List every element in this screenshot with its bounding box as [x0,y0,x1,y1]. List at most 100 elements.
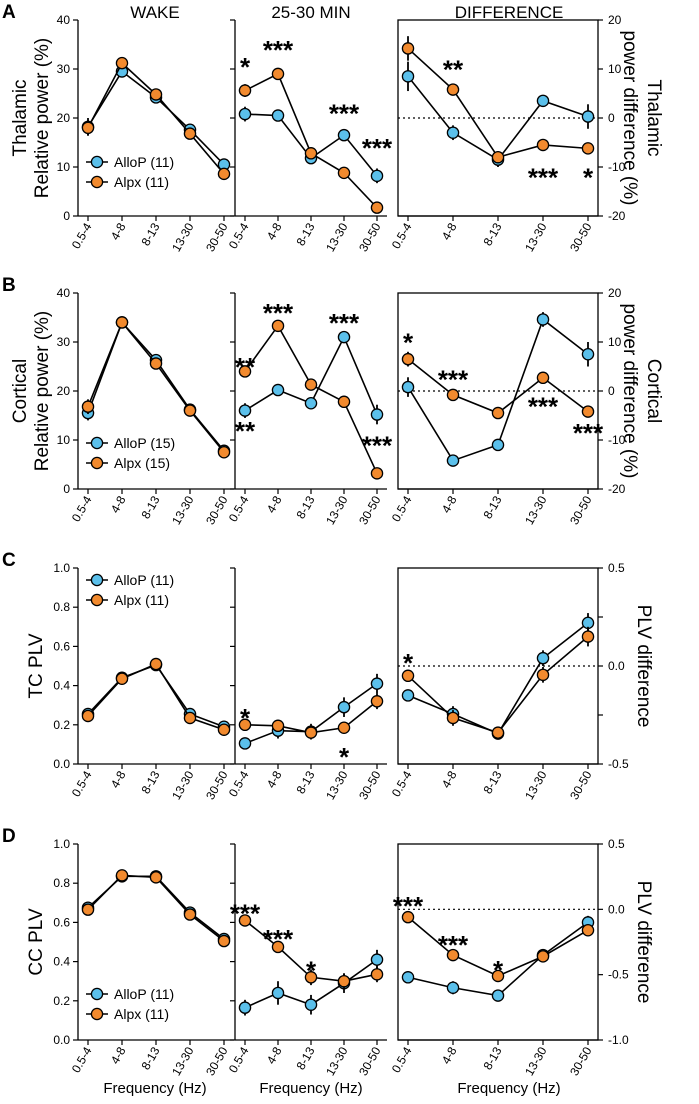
series-alpx [238,67,384,214]
y-axis-right-label: PLV difference [633,605,654,728]
data-point-alpx [271,67,285,81]
x-tick-label: 0.5-4 [389,220,415,251]
column-title-post: 25-30 MIN [271,3,350,22]
x-tick-label: 13-30 [522,768,550,802]
y-tick-label: 20 [608,13,622,27]
x-tick-label: 30-50 [356,768,384,802]
panel-post: 0.5-4 4-8 8-13 13-30 30-50********** [226,19,393,254]
x-tick-label: 8-13 [480,1044,504,1072]
data-point-alpx [217,934,231,948]
significance-marker: *** [362,133,393,163]
x-tick-label: 8-13 [138,220,162,248]
data-point-alpx [115,869,129,882]
series-alpx [401,626,595,739]
data-point-allop [536,313,550,326]
data-point-alpx [183,404,197,417]
series-allop [238,330,384,425]
data-point-allop [304,396,318,410]
x-tick-label: 13-30 [323,768,351,802]
data-point-alpx [217,167,231,181]
legend-marker-alpx [90,593,104,607]
significance-marker: * [306,955,317,985]
significance-marker: * [403,328,414,358]
y-tick-label: 40 [57,13,71,27]
x-tick-label: 30-50 [567,768,595,802]
y-tick-label: 30 [57,62,71,76]
x-tick-label: 30-50 [203,768,231,802]
y-tick-label: 0.5 [608,837,625,851]
data-point-allop [238,1001,252,1014]
x-tick-label: 4-8 [108,220,129,242]
x-tick-label: 8-13 [293,768,317,796]
data-point-allop [446,981,460,994]
series-line-alpx [407,358,589,414]
column-title-wake: WAKE [130,3,179,22]
x-tick-label: 4-8 [439,220,460,242]
y-tick-label: 0 [63,209,70,223]
series-alpx [238,319,384,480]
legend: AlloP (11) Alpx (11) [86,986,174,1022]
legend: AlloP (11) Alpx (11) [86,572,174,608]
data-point-alpx [217,445,231,459]
significance-marker: *** [263,924,294,954]
data-point-alpx [183,711,197,725]
significance-marker: *** [329,99,360,129]
y-tick-label: 0.2 [53,994,70,1008]
significance-marker: * [240,703,251,733]
x-tick-label: 30-50 [203,493,231,527]
legend-label-allop: AlloP (11) [114,986,174,1002]
y-tick-label: 10 [608,62,622,76]
data-point-alpx [304,147,318,160]
significance-marker: * [339,742,350,772]
x-tick-label: 13-30 [169,1044,197,1078]
data-point-alpx [337,166,351,180]
y-tick-label: 1.0 [53,837,70,851]
series-alpx [401,36,595,164]
data-point-allop [536,651,550,665]
data-point-alpx [217,723,231,736]
data-point-allop [401,380,415,394]
significance-marker: *** [573,418,604,448]
x-tick-label: 30-50 [567,220,595,254]
data-point-allop [370,408,384,421]
series-line-allop [407,622,589,735]
x-axis-label-wake: Frequency (Hz) [103,1080,206,1097]
data-point-alpx [446,388,460,402]
panel-wake: 0.0 0.2 0.4 0.6 0.8 1.0 0.5-4 4-8 8-13 13-30 30-50 [53,837,234,1078]
legend-marker-alpx [90,456,104,470]
x-tick-label: 4-8 [264,493,285,515]
data-point-allop [446,454,460,467]
y-tick-label: 0.0 [53,757,70,771]
data-point-allop [370,677,384,690]
data-point-alpx [337,395,351,409]
chart-row-C: C TC PLV PLV difference 0.0 0.2 0.4 0.6 0.8 1.0 0… [2,550,654,802]
y-tick-label: 10 [57,433,71,447]
y-tick-label: -1.0 [608,1033,629,1047]
data-point-allop [401,971,415,984]
y-tick-label: 0.2 [53,718,70,732]
y-tick-label: -0.5 [608,968,629,982]
column-titles: WAKE 25-30 MIN DIFFERENCE [130,3,563,22]
data-point-alpx [446,711,460,725]
y-tick-label: 0 [63,482,70,496]
data-point-alpx [304,378,318,391]
panel-letter: A [2,2,16,23]
data-point-alpx [81,903,95,916]
x-tick-label: 30-50 [356,493,384,527]
x-tick-label: 13-30 [169,493,197,527]
y-tick-label: 20 [57,384,71,398]
series-alpx [81,56,231,181]
series-line-alpx [87,320,225,453]
data-point-alpx [149,871,163,884]
data-point-allop [446,126,460,139]
panel-letter: B [2,275,16,296]
data-point-alpx [238,718,252,732]
significance-marker: *** [263,35,294,65]
x-tick-label: 30-50 [356,1044,384,1078]
series-allop [401,613,595,740]
x-tick-label: 13-30 [169,768,197,802]
data-point-allop [337,700,351,714]
x-tick-label: 13-30 [522,1044,550,1078]
